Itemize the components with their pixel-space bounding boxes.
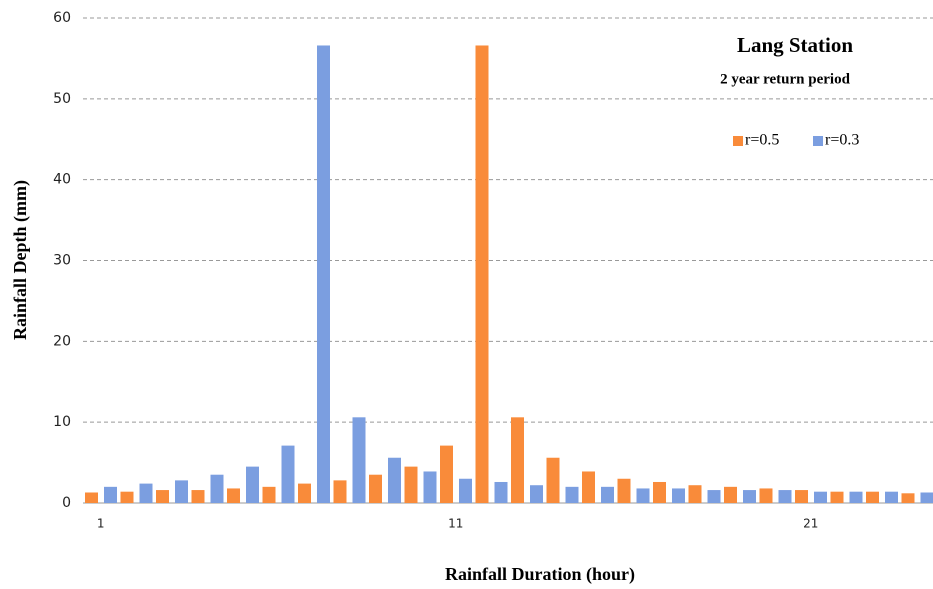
y-tick-label: 40 [53,172,71,188]
bar [423,471,437,503]
bar [901,493,915,503]
bar [724,486,737,503]
bar [475,45,489,503]
bar [281,445,295,503]
legend-label: r=0.5 [745,132,779,149]
bar [920,492,933,503]
bar [582,471,595,503]
bar [707,490,721,503]
bar [672,488,685,503]
bar [565,486,579,503]
bar [759,488,773,503]
bar [369,474,382,503]
bar [85,492,98,503]
legend-swatch [813,136,823,146]
y-axis-label: Rainfall Depth (mm) [10,180,31,340]
bar [191,490,205,503]
y-tick-label: 20 [53,333,71,349]
bar [317,45,330,503]
x-tick-label: 1 [97,517,105,531]
bar [530,485,543,503]
bar [849,491,863,503]
bar [653,481,666,503]
bar [636,488,650,503]
bar [120,491,134,503]
x-tick-label: 11 [448,517,463,531]
bar [156,490,169,503]
bar [866,491,879,503]
bar [175,480,188,503]
bar [298,483,311,503]
legend-label: r=0.3 [825,132,859,149]
bar [227,488,240,503]
bar [885,491,898,503]
chart-subtitle: 2 year return period [720,71,851,87]
bar [352,417,366,503]
bar [440,445,453,503]
bar [104,486,117,503]
bar [617,478,631,503]
y-tick-label: 0 [62,495,71,511]
bar [511,417,524,503]
y-tick-label: 50 [53,91,71,107]
bar [333,480,347,503]
y-tick-label: 60 [53,10,71,26]
bar [601,486,614,503]
y-tick-label: 10 [53,414,71,430]
chart-title: Lang Station [737,33,853,57]
y-tick-label: 30 [53,253,71,269]
bar [814,491,827,503]
bar [494,481,508,503]
bar [546,457,560,503]
x-tick-label: 21 [803,517,818,531]
bar [743,490,756,503]
bar [459,478,472,503]
bar [246,466,259,503]
bar [688,485,702,503]
bar [139,483,153,503]
bar [210,474,224,503]
bar [778,490,792,503]
bar [830,491,844,503]
bar [404,466,418,503]
bar [795,490,808,503]
bar [262,486,276,503]
legend-swatch [733,136,743,146]
x-axis-label: Rainfall Duration (hour) [445,564,635,585]
bar [388,457,401,503]
